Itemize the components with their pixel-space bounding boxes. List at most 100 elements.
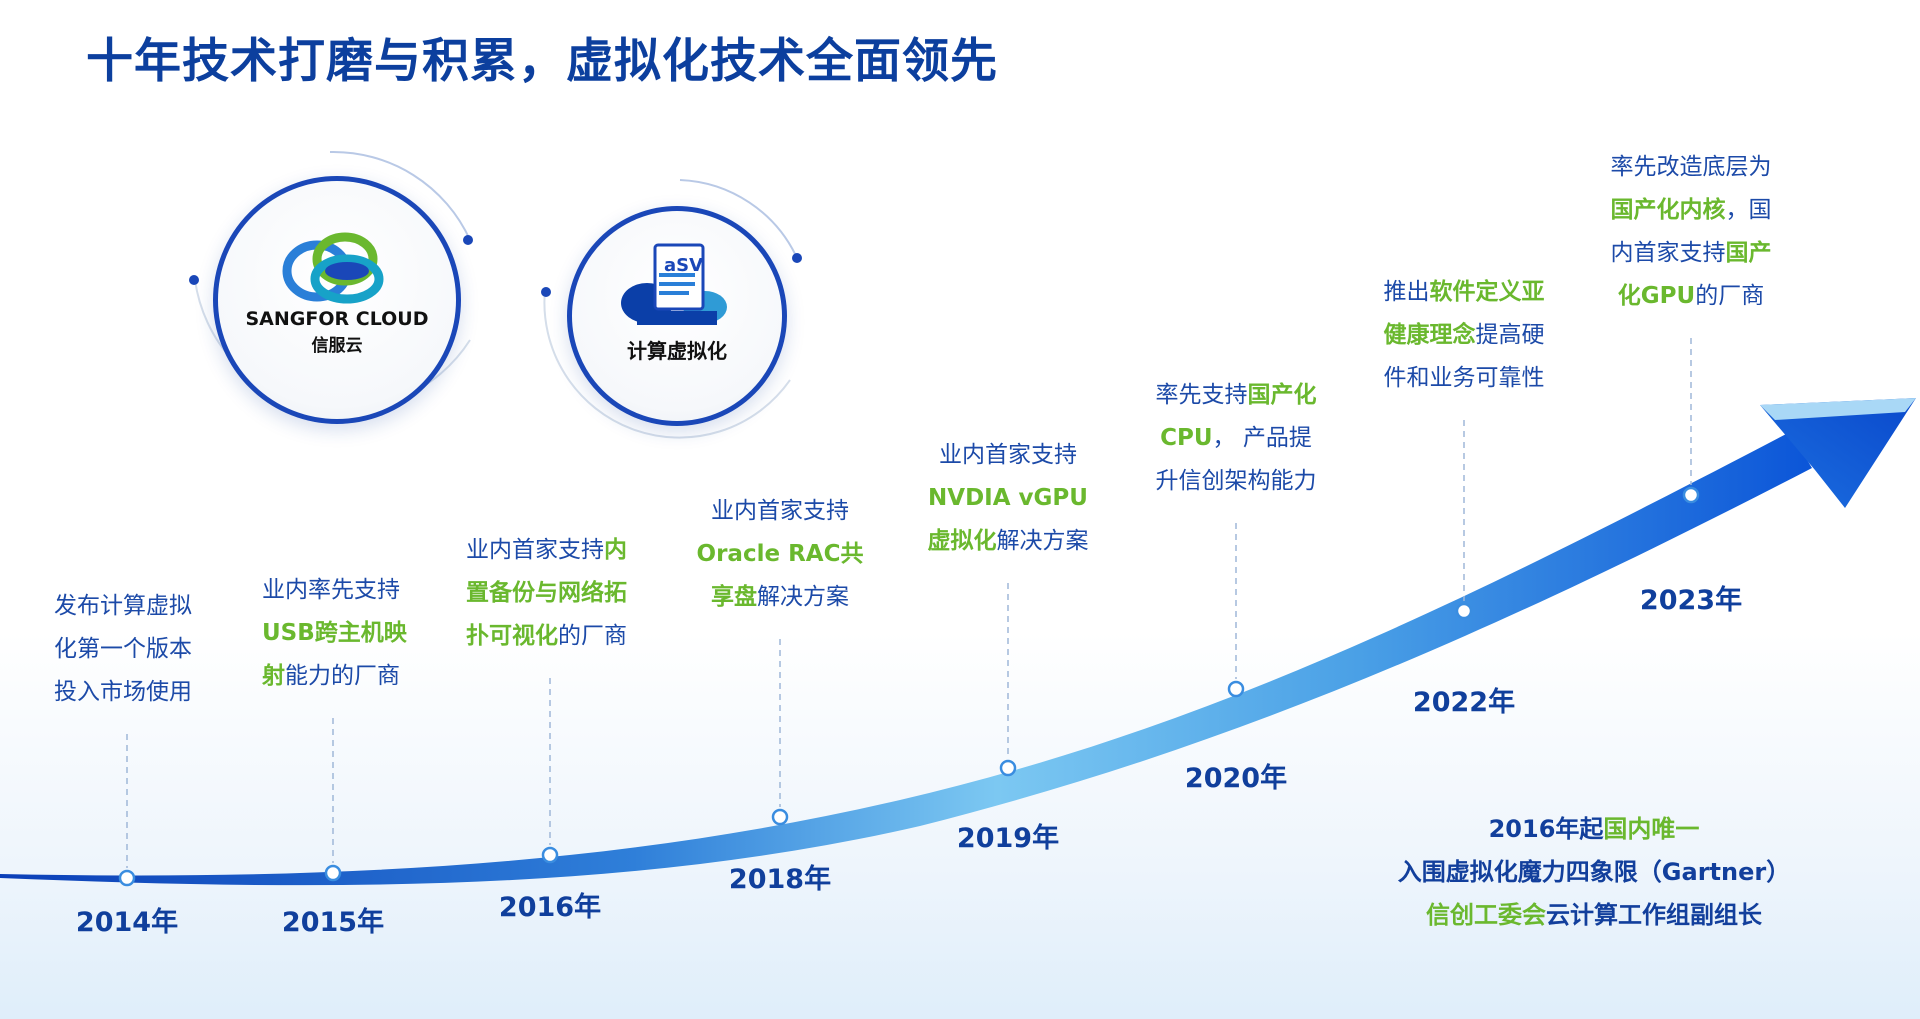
year-label: 2023年 xyxy=(1639,585,1743,616)
description-text: 提高硬 xyxy=(1475,322,1545,348)
milestone-node xyxy=(541,846,559,864)
milestone-text-line: 置备份与网络拓 xyxy=(466,572,627,615)
highlight-text: 置备份与网络拓 xyxy=(466,580,627,606)
description-text: 升信创架构能力 xyxy=(1155,468,1317,494)
milestone-text-line: 发布计算虚拟 xyxy=(54,585,192,628)
milestone-description: 业内首家支持 NVDIA vGPU 虚拟化解决方案 xyxy=(928,434,1089,563)
description-text: 业内首家支持 xyxy=(711,498,849,524)
milestone-node xyxy=(1455,602,1473,620)
milestone-node xyxy=(1682,486,1700,504)
milestone-text-line: 业内首家支持内 xyxy=(466,529,627,572)
highlight-text: 虚拟化 xyxy=(927,528,997,554)
description-text: 云计算工作组副组长 xyxy=(1546,901,1762,929)
milestone-text-line: Oracle RAC共 xyxy=(697,533,864,576)
milestone-description: 发布计算虚拟化第一个版本投入市场使用 xyxy=(54,585,192,714)
logo-arc xyxy=(679,179,798,259)
sangfor-cloud-icon xyxy=(282,232,384,304)
year-label: 2019年 xyxy=(956,823,1060,854)
year-label: 2018年 xyxy=(728,864,832,895)
milestone-node xyxy=(771,808,789,826)
milestone-description: 推出软件定义亚 健康理念提高硬 件和业务可靠性 xyxy=(1384,271,1545,400)
description-text: 化第一个版本 xyxy=(54,636,192,662)
arc-dot xyxy=(189,275,199,285)
description-text: ，国 xyxy=(1725,197,1772,223)
milestone-text-line: 率先改造底层为 xyxy=(1611,146,1772,189)
milestone-text-line: 扑可视化的厂商 xyxy=(466,615,627,658)
milestone-text-line: 享盘解决方案 xyxy=(697,576,864,619)
milestone-text-line: 虚拟化解决方案 xyxy=(928,520,1089,563)
highlight-text: 国产化内核 xyxy=(1610,197,1726,223)
milestone-description: 业内率先支持 USB跨主机映 射能力的厂商 xyxy=(262,569,407,698)
description-text: 的厂商 xyxy=(1695,283,1765,309)
description-text: 的厂商 xyxy=(558,623,627,649)
description-text: 率先改造底层为 xyxy=(1610,154,1772,180)
description-text: 率先支持 xyxy=(1155,382,1248,408)
asv-logo: aSV 计算虚拟化 xyxy=(567,206,787,426)
milestone-description: 业内首家支持内 置备份与网络拓 扑可视化的厂商 xyxy=(466,529,627,658)
logo-brand-subtitle: 信服云 xyxy=(311,336,363,356)
milestone-text-line: 化第一个版本 xyxy=(54,628,192,671)
milestone-text-line: 率先支持国产化 xyxy=(1156,374,1317,417)
highlight-text: 内 xyxy=(604,537,627,563)
description-text: 推出 xyxy=(1383,279,1430,305)
arc-dot xyxy=(541,287,551,297)
milestone-text-line: 升信创架构能力 xyxy=(1156,460,1317,503)
arc-dot xyxy=(792,253,802,263)
highlight-text: 射 xyxy=(262,663,285,689)
milestone-text-line: CPU， 产品提 xyxy=(1156,417,1317,460)
year-label: 2020年 xyxy=(1184,763,1288,794)
description-text: 内首家支持 xyxy=(1610,240,1726,266)
year-label: 2014年 xyxy=(75,907,179,938)
milestone-node xyxy=(999,759,1017,777)
highlight-text: 软件定义亚 xyxy=(1429,279,1545,305)
asv-subtitle: 计算虚拟化 xyxy=(627,339,727,363)
highlight-text: 享盘 xyxy=(711,584,757,610)
milestone-node xyxy=(1227,680,1245,698)
milestone-text-line: 业内率先支持 xyxy=(262,569,407,612)
milestone-description: 业内首家支持 Oracle RAC共享盘解决方案 xyxy=(697,490,864,619)
milestone-text-line: 内首家支持国产 xyxy=(1611,232,1772,275)
description-text: 业内率先支持 xyxy=(262,577,400,603)
description-text: 入围虚拟化魔力四象限（Gartner） xyxy=(1397,858,1791,886)
logo-arc xyxy=(543,289,791,439)
milestone-node xyxy=(118,869,136,887)
milestone-text-line: 信创工委会云计算工作组副组长 xyxy=(1398,894,1790,937)
milestone-text-line: 入围虚拟化魔力四象限（Gartner） xyxy=(1398,851,1790,894)
arrow-head xyxy=(1760,398,1916,508)
logo-brand-name: SANGFOR CLOUD xyxy=(245,308,429,330)
year-label: 2016年 xyxy=(498,892,602,923)
milestone-description: 率先改造底层为 国产化内核，国 内首家支持国产 化GPU的厂商 xyxy=(1611,146,1772,318)
milestone-text-line: USB跨主机映 xyxy=(262,612,407,655)
description-text: 解决方案 xyxy=(996,528,1089,554)
milestone-node xyxy=(324,864,342,882)
description-text: 业内首家支持 xyxy=(466,537,604,563)
milestone-text-line: 件和业务可靠性 xyxy=(1384,357,1545,400)
description-text: 2016年起 xyxy=(1488,815,1604,843)
milestone-description: 率先支持国产化 CPU， 产品提 升信创架构能力 xyxy=(1156,374,1317,503)
milestone-text-line: 国产化内核，国 xyxy=(1611,189,1772,232)
milestone-text-line: NVDIA vGPU xyxy=(928,477,1089,520)
description-text: ， 产品提 xyxy=(1212,425,1312,451)
highlight-text: 健康理念 xyxy=(1383,322,1476,348)
milestone-text-line: 业内首家支持 xyxy=(928,434,1089,477)
milestone-text-line: 投入市场使用 xyxy=(54,671,192,714)
year-label: 2022年 xyxy=(1412,687,1516,718)
highlight-text: 国产化 xyxy=(1247,382,1317,408)
asv-badge: aSV xyxy=(664,255,704,276)
highlight-text: 扑可视化 xyxy=(466,623,558,649)
milestone-text-line: 健康理念提高硬 xyxy=(1384,314,1545,357)
milestone-text-line: 推出软件定义亚 xyxy=(1384,271,1545,314)
milestone-text-line: 化GPU的厂商 xyxy=(1611,275,1772,318)
highlight-text: 化GPU xyxy=(1617,283,1696,309)
page-title: 十年技术打磨与积累，虚拟化技术全面领先 xyxy=(86,34,998,89)
highlight-text: USB跨主机映 xyxy=(262,620,407,646)
description-text: 件和业务可靠性 xyxy=(1383,365,1545,391)
highlight-text: 国内唯一 xyxy=(1603,815,1700,843)
highlight-text: 信创工委会 xyxy=(1426,901,1546,929)
honors-block: 2016年起国内唯一入围虚拟化魔力四象限（Gartner） 信创工委会云计算工作组… xyxy=(1398,808,1790,937)
milestone-text-line: 2016年起国内唯一 xyxy=(1398,808,1790,851)
description-text: 业内首家支持 xyxy=(939,442,1077,468)
highlight-text: Oracle RAC共 xyxy=(696,541,864,567)
arrow-head-highlight xyxy=(1760,398,1916,420)
